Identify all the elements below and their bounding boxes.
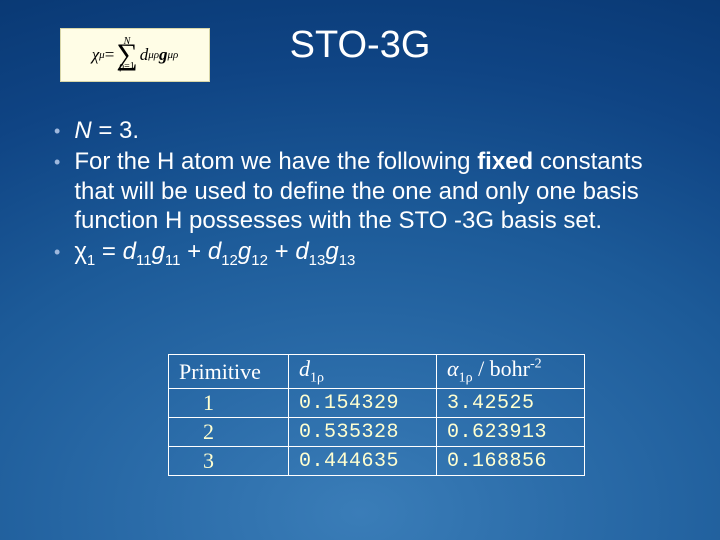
table: Primitive d1ρ α1ρ / bohr-2 1 0.154329 3.… xyxy=(168,354,585,476)
cell-d1: 0.154329 xyxy=(289,389,437,418)
th-a-sup: -2 xyxy=(530,357,542,372)
b3-g3-sub: 13 xyxy=(339,252,356,269)
slide-title: STO-3G xyxy=(0,24,720,67)
bullet-dot-icon: • xyxy=(54,242,60,270)
th-d-sub: 1ρ xyxy=(310,371,324,386)
b3-chi-sub: 1 xyxy=(87,252,95,269)
b3-g2: g xyxy=(238,238,251,265)
bullet-1-n: N xyxy=(74,117,91,144)
th-a-sym: α xyxy=(447,356,459,381)
bullet-2-a: For the H atom we have the following xyxy=(74,148,477,175)
b3-g1: g xyxy=(152,238,165,265)
bullet-1-rest: = 3. xyxy=(92,117,139,144)
b3-eq: = xyxy=(95,238,122,265)
b3-d2-sub: 12 xyxy=(221,252,238,269)
bullet-2-text: For the H atom we have the following fix… xyxy=(74,147,674,235)
constants-table: Primitive d1ρ α1ρ / bohr-2 1 0.154329 3.… xyxy=(168,354,585,476)
bullet-1: • N = 3. xyxy=(54,116,674,145)
b3-g2-sub: 12 xyxy=(251,252,268,269)
bullet-2: • For the H atom we have the following f… xyxy=(54,147,674,235)
cell-d2: 0.535328 xyxy=(289,418,437,447)
cell-a3: 0.168856 xyxy=(437,447,585,476)
b3-g3: g xyxy=(325,238,338,265)
bullet-2-fixed: fixed xyxy=(477,148,533,175)
th-a-unit: / bohr xyxy=(473,356,530,381)
table-header-row: Primitive d1ρ α1ρ / bohr-2 xyxy=(169,355,585,389)
th-d: d1ρ xyxy=(289,355,437,389)
table-row: 3 0.444635 0.168856 xyxy=(169,447,585,476)
b3-d1-sub: 11 xyxy=(136,252,152,269)
table-row: 2 0.535328 0.623913 xyxy=(169,418,585,447)
b3-d2: d xyxy=(208,238,221,265)
th-primitive: Primitive xyxy=(169,355,289,389)
b3-d1: d xyxy=(123,238,136,265)
bullet-3-text: χ1 = d11g11 + d12g12 + d13g13 xyxy=(74,237,674,270)
th-a-sub: 1ρ xyxy=(459,371,473,386)
b3-d3: d xyxy=(295,238,308,265)
b3-plus2: + xyxy=(268,238,295,265)
bullet-dot-icon: • xyxy=(54,121,60,145)
b3-g1-sub: 11 xyxy=(165,252,181,269)
cell-d3: 0.444635 xyxy=(289,447,437,476)
b3-chi: χ xyxy=(74,238,87,265)
bullet-3: • χ1 = d11g11 + d12g12 + d13g13 xyxy=(54,237,674,270)
bullet-dot-icon: • xyxy=(54,152,60,235)
cell-p3: 3 xyxy=(169,447,289,476)
cell-p1: 1 xyxy=(169,389,289,418)
cell-p2: 2 xyxy=(169,418,289,447)
th-d-sym: d xyxy=(299,356,310,381)
bullet-list: • N = 3. • For the H atom we have the fo… xyxy=(54,116,674,272)
table-row: 1 0.154329 3.42525 xyxy=(169,389,585,418)
b3-plus1: + xyxy=(181,238,208,265)
cell-a1: 3.42525 xyxy=(437,389,585,418)
b3-d3-sub: 13 xyxy=(309,252,326,269)
cell-a2: 0.623913 xyxy=(437,418,585,447)
bullet-1-text: N = 3. xyxy=(74,116,674,145)
th-alpha: α1ρ / bohr-2 xyxy=(437,355,585,389)
